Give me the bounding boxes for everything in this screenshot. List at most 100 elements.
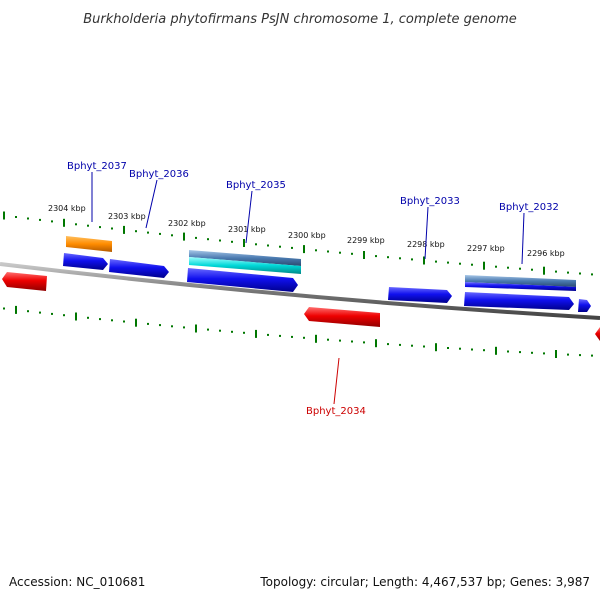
ruler-minor-tick — [27, 310, 29, 313]
reverse-strand-genes — [2, 272, 600, 341]
tick-label: 2304 kbp — [48, 204, 86, 213]
ruler-major-tick — [555, 350, 557, 358]
ruler-major-tick — [423, 256, 425, 265]
gene-label[interactable]: Bphyt_2033 — [400, 196, 460, 207]
leader-line — [245, 190, 253, 244]
steel-feature[interactable] — [189, 250, 301, 266]
ruler-minor-tick — [87, 316, 89, 319]
gene-arrow-bphyt-2032[interactable] — [464, 292, 574, 310]
gene-arrow-bphyt-2033[interactable] — [388, 287, 452, 303]
ruler-minor-tick — [51, 312, 53, 315]
ruler-major-tick — [483, 261, 485, 270]
ruler-minor-tick — [531, 268, 533, 271]
ruler-major-tick — [375, 339, 377, 348]
cyan-feature[interactable] — [189, 257, 301, 274]
gene-arrow-left-edge[interactable] — [2, 272, 47, 291]
ruler-minor-tick — [207, 328, 209, 331]
tick-label: 2301 kbp — [228, 225, 266, 234]
ruler-minor-tick — [411, 344, 413, 347]
ruler-major-tick — [243, 239, 245, 247]
ruler-major-tick — [63, 218, 65, 227]
ruler-minor-tick — [531, 351, 533, 354]
ruler-minor-tick — [519, 267, 521, 270]
gene-label[interactable]: Bphyt_2034 — [306, 406, 366, 417]
tick-label: 2303 kbp — [108, 212, 146, 221]
gene-label[interactable]: Bphyt_2036 — [129, 169, 189, 180]
ruler-minor-tick — [243, 331, 245, 334]
gene-arrow-bphyt-2035[interactable] — [187, 268, 298, 292]
ruler-minor-tick — [351, 252, 353, 255]
ruler-minor-tick — [507, 266, 509, 269]
ruler-minor-tick — [459, 262, 461, 265]
ruler-major-tick — [435, 343, 437, 352]
ruler-minor-tick — [99, 226, 101, 229]
ruler-minor-tick — [339, 339, 341, 342]
ruler-minor-tick — [471, 263, 473, 266]
ruler-major-tick — [15, 305, 17, 314]
ruler-major-tick — [255, 329, 257, 338]
ruler-minor-tick — [195, 236, 197, 239]
label-leaders — [91, 172, 525, 405]
ruler-minor-tick — [279, 245, 281, 248]
upper-feature-track — [66, 236, 576, 291]
ruler-minor-tick — [87, 224, 89, 227]
ruler-minor-tick — [315, 249, 317, 252]
ruler-minor-tick — [351, 340, 353, 343]
tick-label: 2296 kbp — [527, 249, 565, 258]
gene-arrow-edge[interactable] — [578, 299, 591, 312]
ruler-minor-tick — [291, 335, 293, 338]
ruler-minor-tick — [3, 307, 5, 310]
accession-text: Accession: NC_010681 — [9, 575, 145, 589]
steel-feature[interactable] — [465, 275, 576, 287]
ruler-minor-tick — [387, 343, 389, 346]
gene-label[interactable]: Bphyt_2035 — [226, 180, 286, 191]
ruler-minor-tick — [327, 250, 329, 253]
ruler-minor-tick — [555, 270, 557, 273]
gene-arrow-right-edge[interactable] — [595, 327, 600, 341]
ruler-minor-tick — [39, 311, 41, 314]
ruler-minor-tick — [435, 260, 437, 263]
ruler-minor-tick — [327, 338, 329, 341]
upper-ruler-track — [3, 211, 593, 276]
tick-label: 2300 kbp — [288, 231, 326, 240]
ruler-minor-tick — [375, 255, 377, 258]
ruler-minor-tick — [447, 347, 449, 349]
ruler-minor-tick — [159, 324, 161, 327]
ruler-minor-tick — [123, 320, 125, 323]
ruler-minor-tick — [459, 347, 461, 350]
gene-label[interactable]: Bphyt_2032 — [499, 202, 559, 213]
ruler-minor-tick — [171, 325, 173, 328]
ruler-minor-tick — [219, 239, 221, 242]
tick-label: 2302 kbp — [168, 219, 206, 228]
leader-line — [521, 212, 525, 265]
ruler-minor-tick — [255, 243, 257, 246]
ruler-minor-tick — [543, 352, 545, 355]
ruler-minor-tick — [171, 234, 173, 237]
ruler-minor-tick — [231, 240, 233, 243]
ruler-minor-tick — [207, 238, 209, 241]
orange-feature[interactable] — [66, 236, 112, 252]
ruler-minor-tick — [291, 246, 293, 249]
ruler-minor-tick — [579, 272, 581, 275]
blue-feature-strip[interactable] — [465, 282, 576, 291]
ruler-minor-tick — [15, 216, 17, 218]
ruler-minor-tick — [75, 223, 77, 226]
ruler-minor-tick — [219, 329, 221, 332]
ruler-minor-tick — [135, 230, 137, 233]
ruler-major-tick — [315, 334, 317, 343]
ruler-minor-tick — [399, 343, 401, 346]
ruler-major-tick — [303, 245, 305, 254]
gene-arrow-bphyt-2034[interactable] — [304, 307, 380, 327]
ruler-major-tick — [123, 225, 125, 234]
gene-label[interactable]: Bphyt_2037 — [67, 161, 127, 172]
gene-arrow-bphyt-2037[interactable] — [63, 253, 108, 270]
ruler-minor-tick — [111, 227, 113, 230]
leader-line — [333, 357, 340, 405]
chromosome-backbone — [0, 262, 600, 320]
gene-arrow-bphyt-2036[interactable] — [109, 259, 169, 278]
ruler-minor-tick — [579, 354, 581, 357]
ruler-major-tick — [3, 211, 5, 220]
ruler-minor-tick — [159, 232, 161, 235]
ruler-minor-tick — [411, 258, 413, 261]
ruler-minor-tick — [183, 326, 185, 329]
